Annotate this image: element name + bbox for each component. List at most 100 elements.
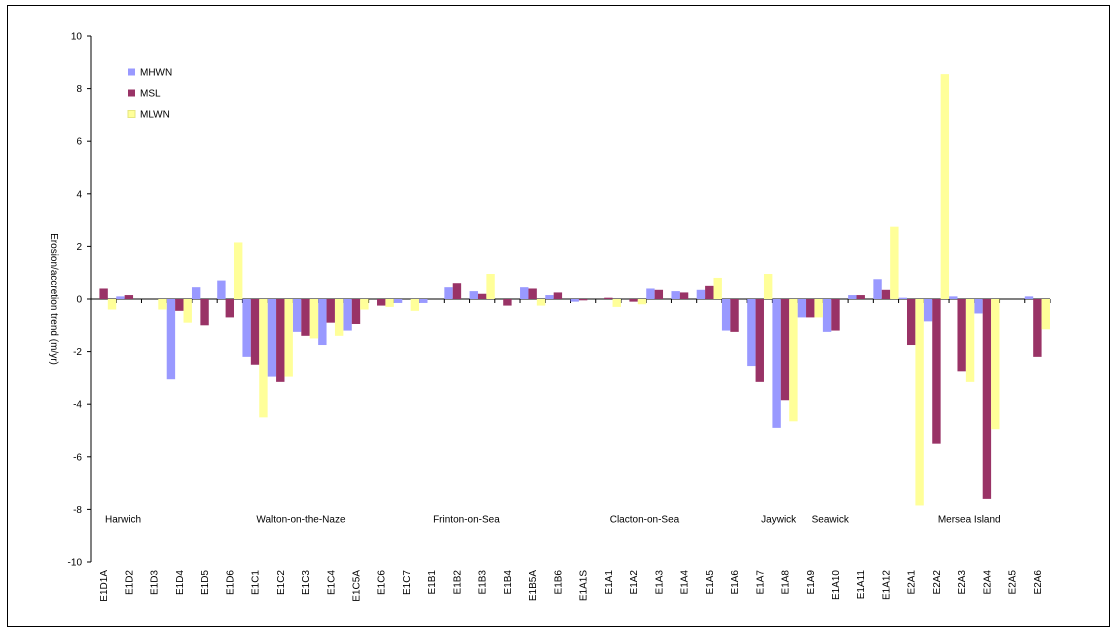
- x-category-label: E1A10: [831, 570, 842, 600]
- x-category-label: E1C6: [377, 570, 388, 595]
- bar-mhwn-e1a7: [747, 299, 756, 367]
- bar-msl-e1a1: [604, 297, 613, 299]
- y-tick-label: 10: [71, 32, 83, 43]
- legend-label-msl: MSL: [140, 89, 161, 100]
- bar-mhwn-e1c2: [267, 299, 277, 377]
- location-annotation: Jaywick: [761, 515, 797, 526]
- bar-mhwn-e1d6: [217, 280, 226, 299]
- x-category-label: E1C5A: [351, 570, 362, 602]
- bar-mlwn-e1c7: [410, 299, 420, 311]
- bar-mhwn-e1c4: [318, 299, 327, 346]
- x-category-label: E1A11: [856, 570, 867, 600]
- bar-mhwn-e1a1s: [570, 299, 579, 302]
- x-category-label: E1B1: [427, 570, 438, 595]
- bar-mhwn-e1c5a: [343, 299, 352, 331]
- y-axis-label: Erosion/accretion trend (m/yr): [48, 233, 59, 365]
- bar-msl-e1b2: [452, 283, 462, 299]
- x-category-label: E1D1A: [99, 570, 110, 602]
- legend-swatch-mhwn: [128, 68, 135, 76]
- bar-mhwn-e1a6: [721, 299, 731, 331]
- bar-mhwn-e1b3: [469, 291, 478, 299]
- x-category-label: E2A6: [1033, 570, 1044, 595]
- bar-mlwn-e1a1: [612, 299, 621, 307]
- x-category-label: E1A3: [654, 570, 665, 595]
- x-category-label: E2A1: [907, 570, 918, 595]
- bar-mhwn-e1a10: [822, 299, 832, 332]
- bar-mhwn-e1a4: [671, 291, 680, 299]
- bar-msl-e1a6: [730, 299, 739, 332]
- x-category-label: E1B2: [452, 570, 463, 595]
- bar-msl-e1d1a: [99, 288, 108, 299]
- x-category-label: E1A1: [604, 570, 615, 595]
- bar-mlwn-e2a4: [991, 299, 1000, 430]
- bar-mlwn-e1d1a: [107, 299, 117, 310]
- bar-mlwn-e1a8: [789, 299, 798, 422]
- y-tick-label: 2: [76, 242, 82, 253]
- x-category-label: E1A7: [755, 570, 766, 595]
- bar-msl-e2a6: [1033, 299, 1042, 357]
- x-category-label: E1A2: [629, 570, 640, 595]
- bar-mlwn-e1a2: [637, 299, 647, 305]
- bar-msl-e1d2: [124, 295, 134, 299]
- bar-msl-e1a1s: [578, 299, 588, 301]
- bar-mlwn-e1d6: [234, 242, 243, 299]
- bar-mhwn-e1d2: [116, 296, 125, 299]
- bar-msl-e1a9: [806, 299, 815, 318]
- bar-mlwn-e1a12: [890, 226, 899, 299]
- y-tick-label: 8: [76, 84, 82, 95]
- bar-msl-e1c6: [377, 299, 386, 306]
- x-category-label: E2A3: [957, 570, 968, 595]
- bar-mlwn-e1c5a: [360, 299, 369, 310]
- bar-mhwn-e1b2: [444, 287, 453, 299]
- legend-label-mlwn: MLWN: [140, 110, 170, 121]
- bar-msl-e1c5a: [351, 299, 361, 324]
- bar-mhwn-e2a4: [974, 299, 983, 314]
- bar-msl-e1c1: [250, 299, 260, 365]
- y-tick-label: -2: [73, 347, 82, 358]
- location-annotation: Seawick: [812, 515, 850, 526]
- bar-mlwn-e1a7: [763, 274, 773, 299]
- bar-mhwn-e1b1: [419, 299, 428, 303]
- y-tick-label: -4: [73, 400, 82, 411]
- bar-mlwn-e1c6: [385, 299, 394, 307]
- bar-mhwn-e1b5a: [520, 287, 529, 299]
- y-tick-label: -10: [68, 558, 83, 569]
- x-category-label: E1D4: [175, 570, 186, 595]
- bar-mhwn-e1b6: [545, 295, 554, 299]
- x-category-label: E1B3: [478, 570, 489, 595]
- bar-mhwn-e1a12: [873, 279, 882, 299]
- bar-mhwn-e1a3: [646, 288, 655, 299]
- bar-mlwn-e1c1: [259, 299, 268, 418]
- bar-mhwn-e2a6: [1024, 296, 1034, 299]
- bar-msl-e1a8: [780, 299, 790, 401]
- y-tick-label: 0: [76, 295, 82, 306]
- bar-mhwn-e2a2: [923, 299, 933, 322]
- x-category-label: E1C2: [276, 570, 287, 595]
- bar-mhwn-e1d5: [191, 287, 201, 299]
- x-category-label: E1B6: [553, 570, 564, 595]
- location-annotation: Frinton-on-Sea: [433, 515, 500, 526]
- bar-msl-e1a5: [705, 285, 714, 299]
- bar-msl-e2a1: [906, 299, 916, 346]
- y-tick-label: -8: [73, 505, 82, 516]
- bar-msl-e1d4: [175, 299, 184, 311]
- x-category-label: E1B4: [503, 570, 514, 595]
- x-category-label: E1D5: [200, 570, 211, 595]
- bar-mhwn-e1c1: [242, 299, 251, 357]
- bar-mhwn-e2a1: [898, 297, 907, 299]
- x-category-label: E1A1S: [579, 570, 590, 601]
- x-category-label: E1C1: [251, 570, 262, 595]
- x-category-label: E1A5: [705, 570, 716, 595]
- bar-mlwn-e1a5: [713, 277, 722, 299]
- location-annotation: Mersea Island: [938, 515, 1001, 526]
- x-category-label: E1D2: [124, 570, 135, 595]
- bar-mhwn-e1a9: [797, 299, 807, 318]
- bar-mlwn-e1d3: [158, 299, 167, 310]
- bar-mlwn-e1c3: [309, 299, 319, 339]
- x-category-label: E1C3: [301, 570, 312, 595]
- location-annotation: Walton-on-the-Naze: [256, 515, 346, 526]
- legend-swatch-msl: [128, 89, 135, 97]
- bar-mlwn-e1b3: [486, 274, 495, 299]
- x-category-label: E1D6: [225, 570, 236, 595]
